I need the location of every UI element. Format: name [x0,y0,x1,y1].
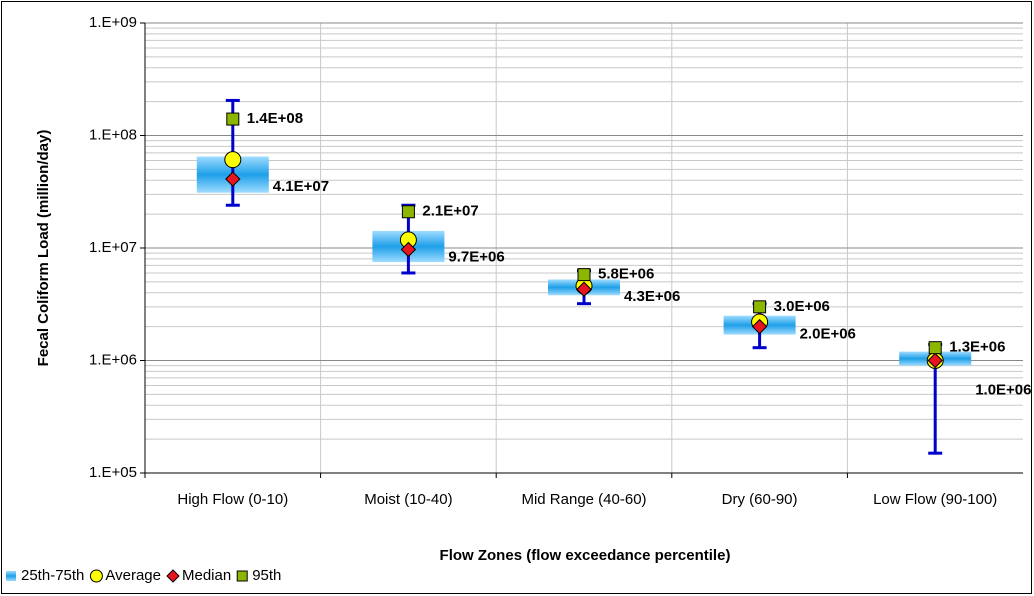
data-label: 3.0E+06 [774,298,830,315]
x-tick-label: Dry (60-90) [722,491,798,508]
p95-marker [753,300,767,314]
y-tick-label: 1.E+08 [89,126,137,143]
data-label: 2.1E+07 [422,203,478,220]
p95-marker [226,112,240,126]
average-marker [224,151,242,169]
median-marker [576,281,592,297]
x-tick-label: Low Flow (90-100) [873,491,997,508]
p95-marker [928,341,942,355]
y-tick-label: 1.E+06 [89,351,137,368]
y-tick-label: 1.E+09 [89,14,137,31]
legend-swatch [236,570,248,582]
y-tick-label: 1.E+05 [89,464,137,481]
data-label: 9.7E+06 [448,248,504,265]
legend-swatch [6,571,16,581]
median-marker [751,318,768,335]
x-tick-label: Mid Range (40-60) [521,491,646,508]
median-marker [400,241,417,258]
median-marker [225,171,241,187]
legend-label: 95th [252,567,281,584]
x-axis-label: Flow Zones (flow exceedance percentile) [440,547,731,564]
legend-label: Average [105,567,161,584]
legend-label: 25th-75th [21,567,84,584]
y-axis-label: Fecal Coliform Load (million/day) [35,130,52,367]
median-marker [927,352,943,369]
legend-label: Median [182,567,231,584]
legend-swatch [166,569,180,583]
data-label: 1.0E+06 [975,381,1031,398]
p95-marker [401,205,415,219]
x-tick-label: Moist (10-40) [364,491,452,508]
x-tick-label: High Flow (0-10) [177,491,288,508]
data-label: 4.1E+07 [273,178,329,195]
legend-swatch [89,569,103,583]
data-label: 1.4E+08 [247,110,303,127]
data-label: 5.8E+06 [598,266,654,283]
data-label: 1.3E+06 [949,339,1005,356]
data-label: 2.0E+06 [800,326,856,343]
data-label: 4.3E+06 [624,288,680,305]
p95-marker [577,268,591,282]
y-tick-label: 1.E+07 [89,239,137,256]
